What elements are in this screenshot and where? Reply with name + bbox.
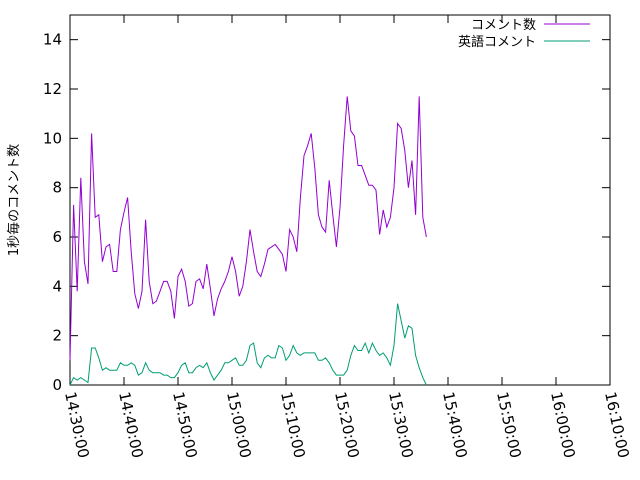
- y-tick-label: 8: [52, 179, 62, 197]
- x-tick-label: 15:50:00: [493, 390, 525, 460]
- y-tick-label: 6: [52, 228, 62, 246]
- x-tick-label: 14:40:00: [115, 390, 147, 460]
- x-tick-label: 15:00:00: [223, 390, 255, 460]
- x-tick-label: 15:20:00: [331, 390, 363, 460]
- series-line-1: [69, 96, 427, 361]
- x-tick-label: 16:10:00: [601, 390, 633, 460]
- x-tick-label: 14:30:00: [61, 390, 93, 460]
- legend-label-1: コメント数: [471, 18, 536, 33]
- y-tick-labels: 0 2 4 6 8 10 12 14: [43, 31, 62, 394]
- x-tick-label: 16:00:00: [547, 390, 579, 460]
- x-tick-label: 14:50:00: [169, 390, 201, 460]
- y-tick-label: 2: [52, 327, 62, 345]
- x-tick-label: 15:40:00: [439, 390, 471, 460]
- y-tick-label: 4: [52, 277, 62, 295]
- x-tick-label: 15:30:00: [385, 390, 417, 460]
- x-tick-labels: 14:30:00 14:40:00 14:50:00 15:00:00 15:10:00…: [61, 390, 633, 460]
- y-tick-label: 10: [43, 129, 62, 147]
- series-line-2: [69, 303, 427, 386]
- x-tick-label: 15:10:00: [277, 390, 309, 460]
- y-tick-label: 0: [52, 376, 62, 394]
- legend-label-2: 英語コメント: [458, 34, 536, 50]
- y-tick-label: 14: [43, 31, 62, 49]
- y-axis-label: 1秒毎のコメント数: [6, 144, 22, 256]
- y-tick-label: 12: [43, 80, 62, 98]
- series-layer: [69, 96, 427, 386]
- axis-ticks: [69, 15, 611, 386]
